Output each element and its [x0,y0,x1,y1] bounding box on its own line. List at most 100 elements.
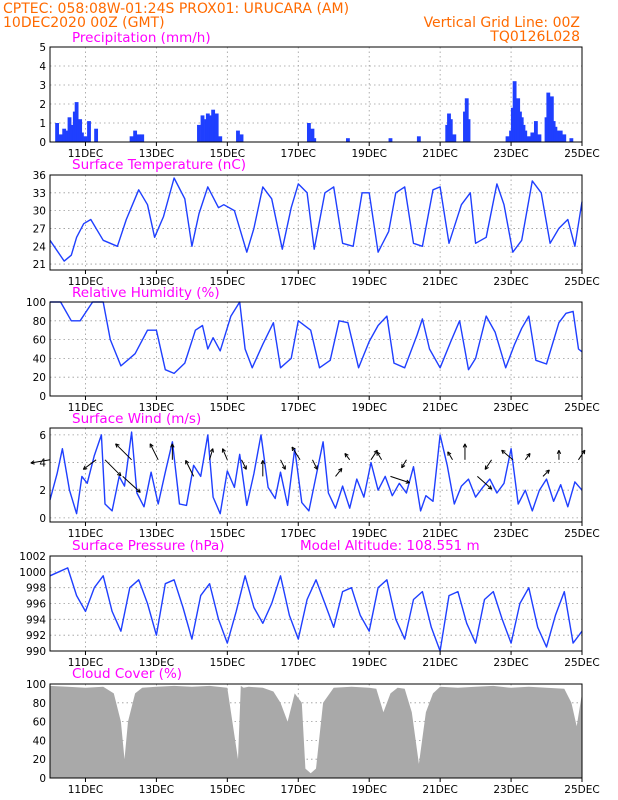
rh-xtick-label: 17DEC [281,402,316,414]
pressure-xtick-label: 21DEC [422,657,457,669]
temp-xtick-label: 17DEC [281,276,316,288]
pressure-xtick-label: 15DEC [210,657,245,669]
wind-xtick-label: 21DEC [422,528,457,540]
precip-xtick-label: 11DEC [68,148,103,160]
pressure-xtick-label: 17DEC [281,657,316,669]
wind-arrow-head [170,443,175,448]
header-station: CPTEC: 058:08W-01:24S PROX01: URUCARA (A… [3,1,349,17]
cloud-ytick-label: 60 [33,717,46,729]
temp-xtick-label: 21DEC [422,276,457,288]
wind-arrow-head [462,443,468,448]
temp-ytick-label: 36 [33,170,47,182]
precip-bar [526,136,531,142]
wind-arrow [280,459,286,470]
cloud-cover-panel: Cloud Cover (%) 0 20 40 60 80 100 11DEC 13DEC 15… [26,666,600,796]
rh-xtick-label: 15DEC [210,402,245,414]
wind-arrow [335,468,343,477]
wind-arrow-head [185,459,190,465]
rh-xtick-label: 13DEC [139,402,174,414]
cloud-xtick-label: 25DEC [564,784,599,796]
wind-arrow-head [115,443,120,448]
wind-ytick-label: 4 [39,458,46,470]
precip-bar [530,132,535,142]
cloud-ytick-label: 40 [33,735,46,747]
precip-bar [569,138,574,142]
precip-bar [416,136,421,142]
precip-bar [537,134,542,142]
wind-arrow [149,443,159,461]
precip-bar [200,115,205,142]
temp-ytick-label: 33 [33,188,46,200]
wind-arrow-head [136,488,141,493]
precip-xtick-label: 13DEC [139,148,174,160]
wind-arrow-head [447,451,452,456]
cloud-ytick-label: 20 [33,754,46,766]
wind-xtick-label: 11DEC [68,528,103,540]
pressure-panel: Surface Pressure (hPa) Model Altitude: 1… [19,538,599,669]
precip-bar [87,121,91,142]
rh-series-line [50,301,583,375]
rh-xtick-label: 19DEC [351,402,386,414]
cloud-ytick-label: 100 [26,679,46,691]
precip-bar [129,136,134,142]
rh-ytick-label: 20 [33,372,46,384]
wind-arrow [291,446,301,461]
wind-arrow-head [209,448,214,453]
pressure-ytick-label: 1002 [19,551,46,563]
precipitation-panel: Precipitation (mm/h) 0 1 2 3 4 5 11DEC 13DEC 15D… [39,30,599,160]
temp-xtick-label: 23DEC [493,276,528,288]
wind-arrow-head [487,485,493,490]
wind-arrow-head [242,465,247,470]
precip-xtick-label: 15DEC [210,148,245,160]
precip-ytick-label: 4 [39,61,46,73]
rh-ytick-label: 60 [33,335,46,347]
cloud-xtick-label: 21DEC [422,784,457,796]
precip-bar [448,119,453,142]
precip-bar [218,136,223,142]
precip-bar [466,119,471,142]
cloud-ytick-label: 0 [39,773,46,785]
pressure-title: Surface Pressure (hPa) [72,538,225,554]
temp-xtick-label: 19DEC [351,276,386,288]
precip-bar [211,109,216,142]
pressure-xtick-label: 13DEC [139,657,174,669]
precip-xtick-label: 25DEC [564,148,599,160]
precip-bar [94,128,99,142]
humidity-panel: Relative Humidity (%) 0 20 40 60 80 100 11DEC 1… [26,285,600,414]
wind-arrow [222,448,228,460]
temp-ytick-label: 30 [33,206,46,218]
precip-bar [388,138,393,142]
wind-panel: Surface Wind (m/s) 0 2 4 6 11DEC 13DEC 15DEC 17… [30,411,600,540]
wind-arrow [390,475,410,484]
pressure-ytick-label: 1000 [19,567,46,579]
wind-series-line [49,431,583,515]
pressure-xtick-label: 19DEC [351,657,386,669]
pressure-ytick-label: 990 [26,646,46,658]
precip-bar [214,113,219,142]
precip-bar [555,130,560,142]
cloud-ytick-label: 80 [33,698,46,710]
pressure-series-line [49,567,583,652]
wind-arrow-head [291,446,296,452]
rh-frame [49,301,583,397]
wind-arrow-head [501,449,506,455]
wind-arrow-head [526,452,531,458]
wind-arrow [122,476,141,493]
precip-bar [140,134,145,142]
precip-bar [58,134,63,142]
wind-arrow-head [556,449,562,455]
cloud-xtick-label: 23DEC [493,784,528,796]
wind-arrow-head [484,465,489,470]
wind-arrow [344,453,351,461]
cloud-frame [49,683,583,779]
wind-ytick-label: 2 [39,485,46,497]
humidity-title: Relative Humidity (%) [72,285,220,301]
wind-arrow-head [545,469,550,474]
precip-bar [533,121,538,142]
precip-bar [74,102,79,142]
precip-xtick-label: 21DEC [422,148,457,160]
rh-ytick-label: 100 [26,297,46,309]
temp-series-line [49,177,583,262]
precip-bar [62,128,67,142]
temp-frame [49,174,583,271]
